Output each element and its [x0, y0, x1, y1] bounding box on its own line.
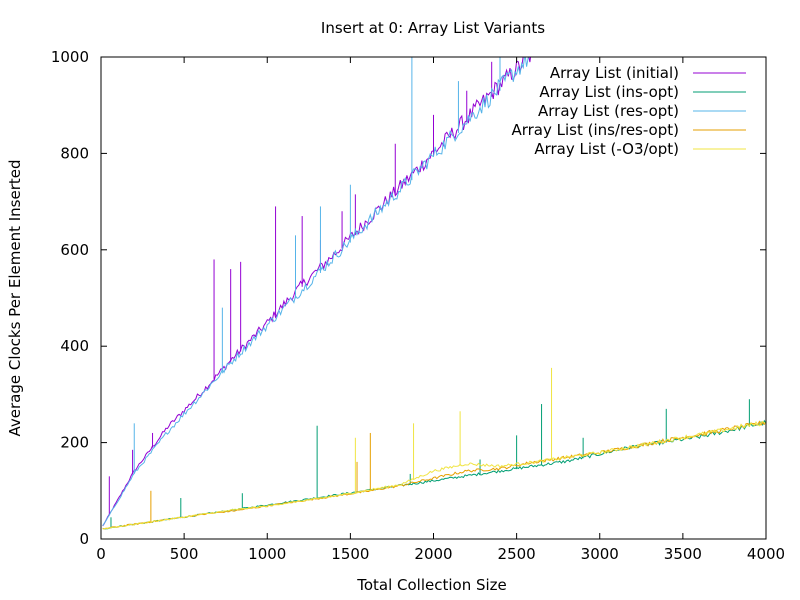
- series-line: [102, 421, 766, 530]
- legend-item: Array List (ins-opt): [539, 83, 746, 101]
- y-tick-label: 800: [60, 144, 89, 162]
- series-layer: [102, 57, 766, 530]
- legend-item: Array List (res-opt): [538, 102, 746, 120]
- series-2: [102, 399, 766, 530]
- legend-label: Array List (-O3/opt): [534, 140, 679, 158]
- legend: Array List (initial)Array List (ins-opt)…: [511, 64, 746, 158]
- y-axis-label: Average Clocks Per Element Inserted: [6, 159, 24, 436]
- x-tick-label: 4000: [747, 545, 785, 563]
- series-5: [102, 367, 766, 530]
- y-tick-label: 400: [60, 337, 89, 355]
- y-tick-label: 0: [79, 530, 89, 548]
- series-3: [102, 57, 529, 526]
- x-tick-label: 2000: [414, 545, 452, 563]
- y-tick-label: 1000: [51, 48, 89, 66]
- y-tick-label: 600: [60, 241, 89, 259]
- x-tick-label: 1000: [248, 545, 286, 563]
- legend-label: Array List (ins/res-opt): [511, 121, 679, 139]
- x-axis-label: Total Collection Size: [356, 576, 507, 594]
- legend-item: Array List (ins/res-opt): [511, 121, 746, 139]
- legend-label: Array List (res-opt): [538, 102, 679, 120]
- series-line: [102, 57, 529, 526]
- legend-item: Array List (initial): [550, 64, 746, 82]
- x-tick-label: 2500: [498, 545, 536, 563]
- x-tick-label: 1500: [331, 545, 369, 563]
- series-line: [102, 57, 532, 527]
- x-tick-label: 0: [96, 545, 106, 563]
- series-1: [102, 57, 532, 527]
- legend-item: Array List (-O3/opt): [534, 140, 746, 158]
- legend-label: Array List (ins-opt): [539, 83, 679, 101]
- x-tick-label: 3500: [664, 545, 702, 563]
- chart-title: Insert at 0: Array List Variants: [321, 19, 545, 37]
- x-tick-label: 3000: [581, 545, 619, 563]
- legend-label: Array List (initial): [550, 64, 679, 82]
- y-tick-label: 200: [60, 434, 89, 452]
- x-tick-label: 500: [170, 545, 199, 563]
- ticks-layer: 0 500 1000 1500 2000 2500 3000 3500 4000 0 200 400 6…: [51, 48, 785, 563]
